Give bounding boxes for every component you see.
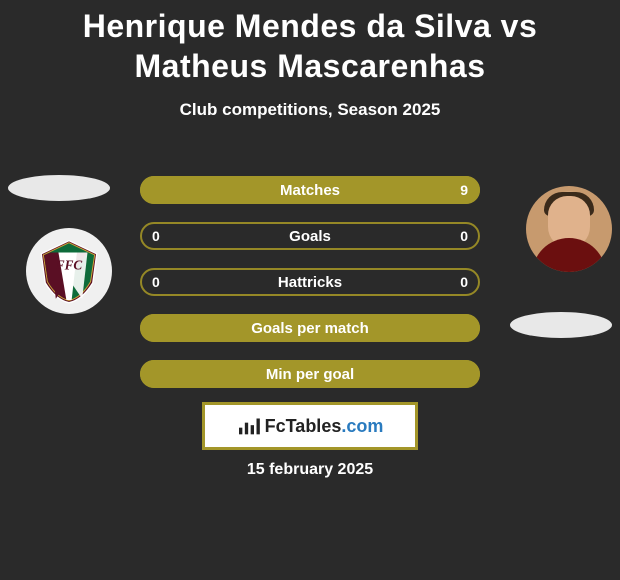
brand-text: FcTables.com: [265, 416, 384, 437]
stat-label: Min per goal: [142, 366, 478, 383]
brand-suffix: .com: [341, 416, 383, 436]
page-title: Henrique Mendes da Silva vs Matheus Masc…: [0, 0, 620, 86]
club-badge-left: FFC: [26, 228, 112, 314]
brand-badge: FcTables.com: [202, 402, 418, 450]
stat-row: Goals per match: [140, 314, 480, 342]
comparison-bars: Matches90Goals00Hattricks0Goals per matc…: [140, 176, 480, 406]
stat-label: Goals per match: [142, 320, 478, 337]
bars-icon: [237, 416, 261, 436]
stat-row: 0Goals0: [140, 222, 480, 250]
brand-name: FcTables: [265, 416, 342, 436]
stat-row: Min per goal: [140, 360, 480, 388]
player-right-ellipse: [510, 312, 612, 338]
stat-label: Hattricks: [142, 274, 478, 291]
svg-text:FFC: FFC: [55, 258, 83, 273]
subtitle: Club competitions, Season 2025: [0, 100, 620, 120]
stat-row: 0Hattricks0: [140, 268, 480, 296]
stat-value-right: 0: [460, 228, 468, 244]
player-left-ellipse: [8, 175, 110, 201]
stat-value-right: 9: [460, 182, 468, 198]
stat-label: Matches: [142, 182, 478, 199]
stat-label: Goals: [142, 228, 478, 245]
stat-value-right: 0: [460, 274, 468, 290]
fluminense-crest-icon: FFC: [36, 238, 102, 304]
date-label: 15 february 2025: [0, 461, 620, 479]
player-right-photo: [526, 186, 612, 272]
stat-row: Matches9: [140, 176, 480, 204]
